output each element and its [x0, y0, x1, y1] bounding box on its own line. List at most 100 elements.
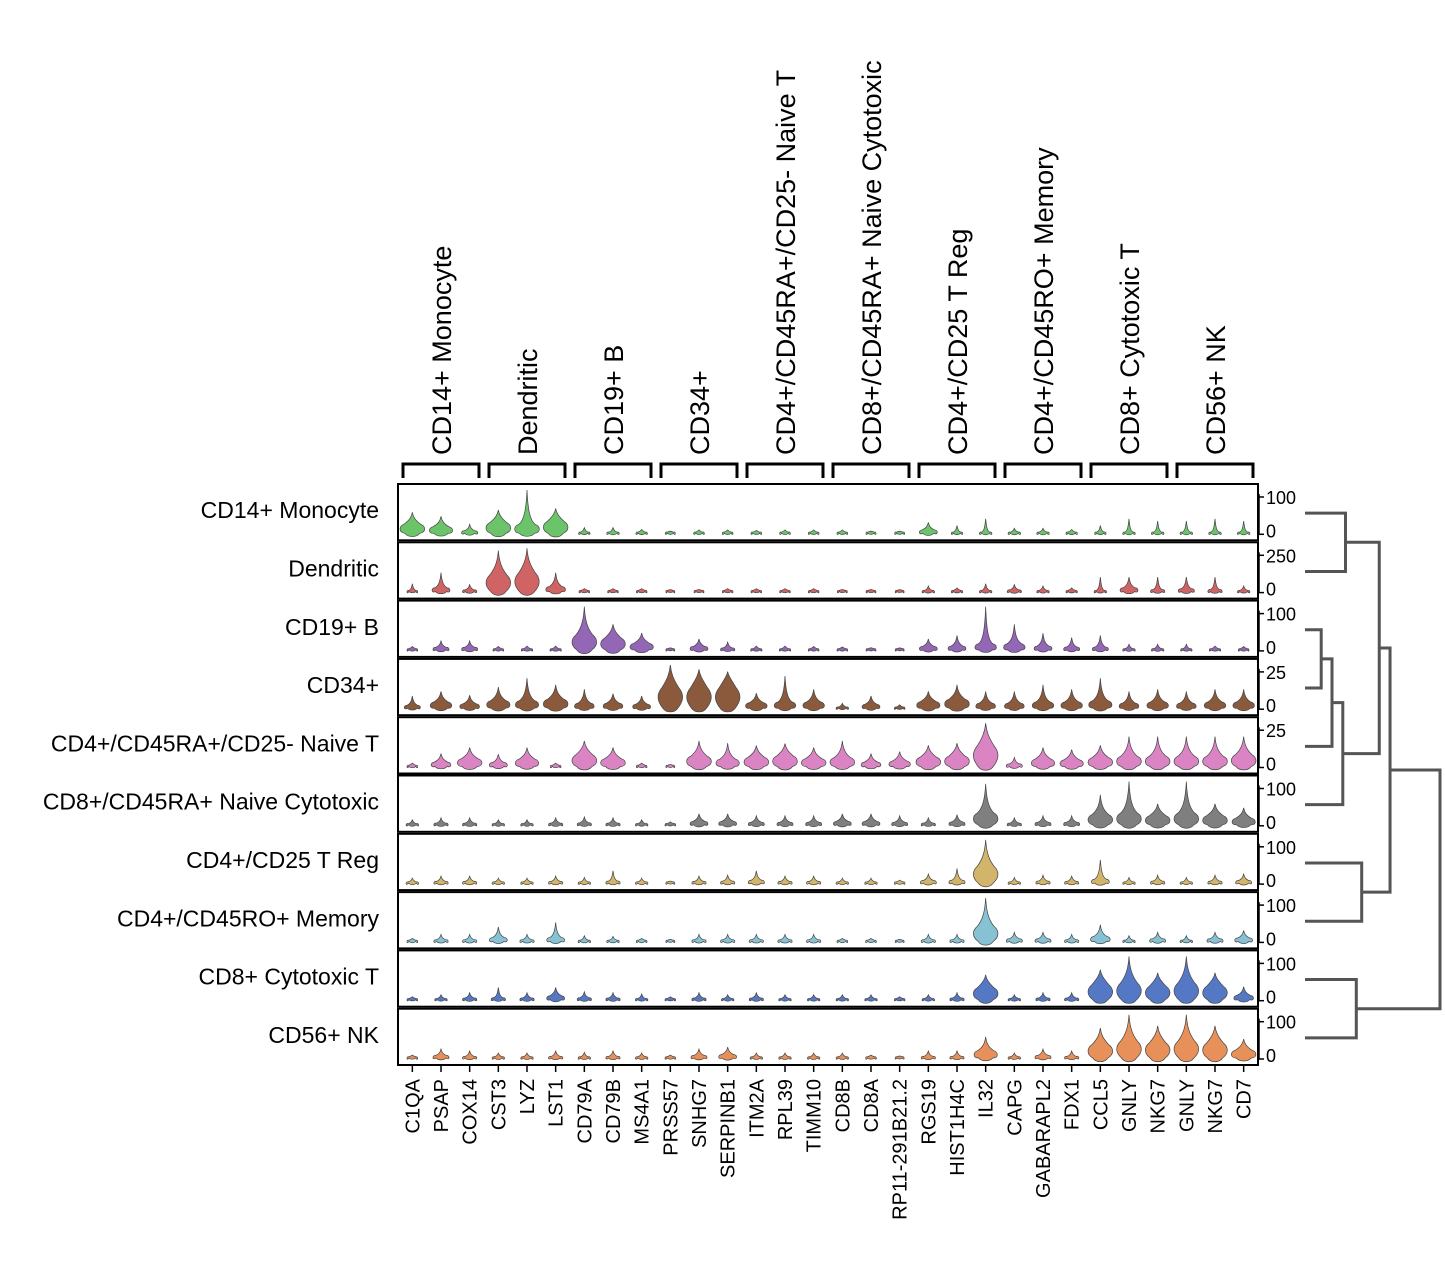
gene-label-cd79b: CD79B: [603, 1079, 625, 1143]
violin-cd8-cytotoxic-t-gnly-27: [1173, 956, 1199, 1004]
violin-cd8-cd45ra-naive-cytotoxic-rp11-291b21-2-17: [891, 814, 909, 828]
violin-cd4-cd45ro-memory-serpinb1-11: [720, 933, 736, 944]
violin-cd4-cd25-t-reg-rgs19-18: [919, 872, 937, 886]
y-tick-label: 25: [1266, 721, 1286, 741]
violin-cd56-nk-gnly-25: [1116, 1014, 1142, 1063]
violin-cd56-nk-itm2a-12: [749, 1052, 763, 1060]
violin-cd4-cd25-t-reg-lyz-4: [520, 877, 534, 885]
violin-cd19-b-rpl39-13: [778, 645, 792, 652]
violin-cd8-cytotoxic-t-ms4a1-8: [635, 993, 649, 1002]
violin-cd8-cytotoxic-t-c1qa-0: [406, 996, 419, 1002]
violin-cd19-b-lyz-4: [520, 645, 534, 652]
violin-dendritic-cd7-29: [1237, 584, 1251, 594]
violin-cd19-b-capg-21: [1003, 624, 1026, 653]
violin-row-dendritic: Dendritic 250 0: [288, 541, 1296, 600]
row-label: CD34+: [307, 672, 379, 698]
violin-cd14-monocyte-lyz-4: [514, 489, 540, 537]
violin-cd4-cd45ro-memory-rgs19-18: [920, 933, 936, 944]
row-frame: [397, 832, 1259, 892]
violin-cd56-nk-serpinb1-11: [718, 1046, 737, 1061]
violin-cd4-cd45ra-cd25-naive-t-lst1-5: [549, 762, 562, 769]
y-tick-label: 0: [1266, 580, 1276, 600]
violin-cd14-monocyte-hist1h4c-19: [950, 525, 964, 535]
violin-cd4-cd25-t-reg-cd8b-15: [835, 877, 849, 885]
violin-cd4-cd25-t-reg-lst1-5: [548, 874, 564, 886]
gene-label-cd8a: CD8A: [861, 1078, 883, 1132]
violin-cd4-cd25-t-reg-fdx1-23: [1064, 874, 1080, 886]
gene-label-c1qa: C1QA: [402, 1078, 424, 1133]
row-label: CD8+/CD45RA+ Naive Cytotoxic: [43, 789, 379, 815]
violin-cd34-nkg7-28: [1203, 689, 1227, 712]
violin-dendritic-fdx1-23: [1065, 587, 1078, 594]
violin-cd8-cd45ra-naive-cytotoxic-cox14-2: [462, 816, 478, 827]
violin-cd19-b-cd8a-16: [865, 647, 877, 652]
violin-cd8-cytotoxic-t-cox14-2: [462, 991, 478, 1002]
violin-cd8-cytotoxic-t-cd8b-15: [835, 993, 849, 1002]
violin-cd19-b-psap-1: [432, 639, 450, 653]
violin-cd4-cd45ra-cd25-naive-t-cd8a-16: [860, 753, 882, 770]
violin-cd4-cd45ro-memory-prss57-9: [665, 939, 676, 943]
violin-dendritic-cd79b-7: [607, 588, 619, 594]
row-label: CD4+/CD45RO+ Memory: [117, 905, 380, 931]
violin-dendritic-ms4a1-8: [635, 588, 648, 594]
violin-cd56-nk-timm10-14: [807, 1052, 821, 1060]
violin-cd4-cd45ra-cd25-naive-t-cd8b-15: [829, 740, 855, 770]
row-frame: [397, 541, 1259, 600]
gene-label-cd7: CD7: [1234, 1079, 1256, 1119]
violin-cd34-gnly-27: [1176, 691, 1197, 711]
violin-cd19-b-gnly-25: [1122, 643, 1136, 652]
violin-cd34-itm2a-12: [745, 693, 768, 712]
violin-cd19-b-snhg7-10: [689, 638, 709, 653]
violin-cd4-cd45ra-cd25-naive-t-gnly-27: [1173, 736, 1199, 771]
y-tick-label: 100: [1266, 488, 1296, 508]
row-label: CD14+ Monocyte: [201, 497, 379, 523]
violin-cd4-cd45ra-cd25-naive-t-serpinb1-11: [715, 743, 740, 770]
violin-cd8-cytotoxic-t-psap-1: [434, 993, 448, 1002]
violin-cd4-cd45ro-memory-timm10-14: [806, 933, 822, 944]
gene-label-ccl5: CCL5: [1090, 1079, 1112, 1130]
violin-cd8-cd45ra-naive-cytotoxic-gnly-25: [1116, 781, 1142, 829]
violin-cd8-cytotoxic-t-rgs19-18: [921, 993, 935, 1002]
violin-cd4-cd45ro-memory-snhg7-10: [691, 933, 707, 944]
violin-cd56-nk-lst1-5: [548, 1049, 564, 1060]
violin-row-cd8-cytotoxic-t: CD8+ Cytotoxic T 100 0: [199, 949, 1296, 1008]
gene-label-cst3: CST3: [488, 1079, 510, 1130]
violin-cd56-nk-cd79b-7: [605, 1049, 621, 1060]
y-tick-label: 100: [1266, 605, 1296, 625]
gene-label-gabarapl2: GABARAPL2: [1033, 1079, 1055, 1198]
violin-cd56-nk-cst3-3: [491, 1052, 505, 1060]
violin-cd19-b-lst1-5: [549, 645, 562, 652]
violin-cd8-cytotoxic-t-ccl5-24: [1087, 969, 1113, 1004]
violin-cd4-cd25-t-reg-c1qa-0: [405, 877, 419, 885]
violin-cd34-cd79a-6: [574, 689, 595, 711]
group-label: Dendritic: [513, 348, 543, 455]
group-label: CD8+ Cytotoxic T: [1115, 243, 1145, 455]
violin-cd4-cd45ro-memory-capg-21: [1005, 931, 1023, 944]
violin-cd4-cd45ra-cd25-naive-t-timm10-14: [801, 747, 827, 770]
y-tick-label: 100: [1266, 1013, 1296, 1033]
violin-cd4-cd45ro-memory-cd7-29: [1234, 930, 1253, 944]
violin-cd19-b-timm10-14: [807, 645, 820, 652]
violin-row-cd4-cd45ra-cd25-naive-t: CD4+/CD45RA+/CD25- Naive T 25 0: [51, 716, 1286, 775]
violin-cd19-b-hist1h4c-19: [947, 635, 967, 653]
violin-cd8-cytotoxic-t-nkg7-26: [1145, 972, 1171, 1004]
violin-cd56-nk-rgs19-18: [920, 1049, 936, 1060]
violin-cd4-cd45ro-memory-cd79b-7: [606, 935, 620, 944]
violin-cd8-cd45ra-naive-cytotoxic-ms4a1-8: [635, 818, 649, 827]
gene-label-cox14: COX14: [460, 1079, 482, 1145]
violin-cd56-nk-cd8b-15: [835, 1052, 849, 1060]
gene-label-nkg7: NKG7: [1148, 1079, 1170, 1133]
violin-dendritic-rgs19-18: [921, 584, 935, 594]
violin-cd34-timm10-14: [802, 689, 825, 712]
violin-cd14-monocyte-ms4a1-8: [635, 528, 648, 535]
violin-cd34-cd8b-15: [835, 702, 849, 710]
violin-dendritic-cd8a-16: [865, 589, 877, 594]
violin-dendritic-cd79a-6: [578, 588, 591, 594]
violin-cd8-cd45ra-naive-cytotoxic-hist1h4c-19: [948, 814, 966, 828]
violin-cd14-monocyte-rpl39-13: [779, 529, 791, 535]
gene-label-lyz: LYZ: [517, 1079, 539, 1114]
gene-label-rgs19: RGS19: [918, 1079, 940, 1145]
violin-cd4-cd45ra-cd25-naive-t-psap-1: [430, 753, 452, 770]
violin-cd14-monocyte-il32-20: [979, 518, 993, 536]
violin-cd8-cd45ra-naive-cytotoxic-gnly-27: [1173, 781, 1199, 829]
